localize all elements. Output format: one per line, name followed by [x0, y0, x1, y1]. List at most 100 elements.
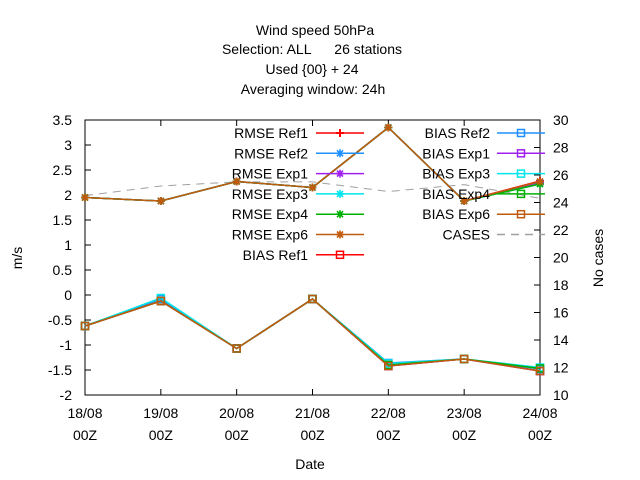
y2-tick-label: 28	[553, 140, 569, 156]
legend-label: RMSE Exp1	[232, 166, 308, 182]
legend-item-rmse-exp3: RMSE Exp3	[232, 186, 364, 202]
y-tick-label: -1	[60, 337, 73, 353]
data-point	[232, 177, 241, 186]
data-point	[156, 197, 165, 205]
x-tick-label-hour: 00Z	[452, 427, 477, 443]
y2-tick-label: 22	[553, 222, 569, 238]
y-tick-label: 0.5	[53, 262, 73, 278]
data-point	[460, 197, 469, 205]
y2-axis-label: No cases	[590, 229, 606, 287]
cases-series-layer	[84, 181, 541, 199]
series-cases	[84, 181, 541, 199]
legend-label: BIAS Ref2	[425, 125, 491, 141]
data-point	[80, 321, 90, 331]
legend-label: RMSE Ref2	[234, 145, 308, 161]
legend-marker	[336, 210, 344, 219]
series-line	[84, 298, 541, 372]
legend-marker	[336, 189, 344, 198]
legend: RMSE Ref1 RMSE Ref2 RMSE Exp1 RMSE Exp3 RMSE…	[232, 125, 545, 263]
legend-item-rmse-exp1: RMSE Exp1	[232, 166, 364, 182]
series-rmse-exp6	[81, 123, 544, 205]
x-axis-label: Date	[295, 456, 325, 472]
y2-tick-label: 30	[553, 112, 569, 128]
series-bias-exp1	[80, 294, 545, 376]
legend-item-rmse-ref1: RMSE Ref1	[234, 125, 364, 141]
series-line	[84, 298, 541, 370]
y2-tick-label: 16	[553, 305, 569, 321]
legend-item-bias-ref1: BIAS Ref1	[243, 247, 364, 263]
x-tick-label-date: 24/08	[522, 405, 557, 421]
data-point	[81, 193, 89, 202]
y2-tick-label: 20	[553, 250, 569, 266]
legend-item-rmse-exp6: RMSE Exp6	[232, 227, 364, 243]
legend-label: CASES	[443, 227, 490, 243]
legend-marker	[516, 169, 526, 178]
data-point	[232, 344, 241, 353]
x-tick-label-date: 21/08	[295, 405, 330, 421]
x-tick-label-hour: 00Z	[225, 427, 250, 443]
series-bias-exp6	[80, 294, 545, 376]
legend-label: BIAS Exp3	[422, 166, 490, 182]
data-point	[308, 183, 317, 192]
y-tick-label: 2	[64, 187, 72, 203]
x-tick-label-date: 22/08	[371, 405, 406, 421]
x-tick-label-date: 19/08	[143, 405, 178, 421]
series-line	[84, 298, 541, 370]
legend-item-bias-exp6: BIAS Exp6	[422, 206, 545, 222]
legend-marker	[336, 129, 344, 137]
x-tick-label-hour: 00Z	[376, 427, 401, 443]
legend-marker	[335, 250, 345, 260]
y-tick-label: -0.5	[48, 312, 72, 328]
legend-marker	[516, 128, 526, 138]
legend-label: RMSE Exp3	[232, 186, 308, 202]
legend-marker	[336, 230, 344, 239]
data-point	[536, 177, 544, 186]
y2-tick-label: 14	[553, 332, 569, 348]
y-tick-label: -2	[60, 387, 73, 403]
y-tick-label: -1.5	[48, 362, 72, 378]
title-line-1: Wind speed 50hPa	[256, 22, 375, 38]
x-tick-label-date: 18/08	[67, 405, 102, 421]
legend-marker	[516, 149, 526, 158]
y2-tick-label: 24	[553, 195, 569, 211]
x-tick-label-hour: 00Z	[300, 427, 325, 443]
legend-item-bias-exp3: BIAS Exp3	[422, 166, 545, 182]
y-axis-label: m/s	[9, 247, 25, 270]
legend-label: RMSE Exp6	[232, 227, 308, 243]
data-point	[459, 354, 469, 364]
data-point	[156, 296, 166, 306]
y-tick-label: 1.5	[53, 212, 73, 228]
x-tick-label-date: 23/08	[447, 405, 482, 421]
legend-label: BIAS Exp6	[422, 206, 490, 222]
legend-item-rmse-ref2: RMSE Ref2	[234, 145, 364, 161]
legend-marker	[516, 209, 526, 219]
data-point	[384, 361, 393, 371]
legend-item-bias-ref2: BIAS Ref2	[425, 125, 545, 141]
legend-item-rmse-exp4: RMSE Exp4	[232, 206, 364, 222]
y2-tick-label: 26	[553, 167, 569, 183]
x-tick-label-date: 20/08	[219, 405, 254, 421]
legend-marker	[516, 189, 526, 199]
legend-item-cases: CASES	[443, 227, 545, 243]
legend-label: RMSE Exp4	[232, 206, 308, 222]
x-tick-label-hour: 00Z	[149, 427, 174, 443]
legend-item-bias-exp4: BIAS Exp4	[422, 186, 545, 202]
chart-title: Wind speed 50hPa Selection: ALL 26 stati…	[222, 22, 402, 97]
legend-label: RMSE Ref1	[234, 125, 308, 141]
data-point	[308, 294, 317, 304]
y-tick-label: 2.5	[53, 162, 73, 178]
y-tick-label: 0	[64, 287, 72, 303]
legend-label: BIAS Exp1	[422, 145, 490, 161]
legend-marker	[336, 149, 344, 158]
x-tick-label-hour: 00Z	[528, 427, 553, 443]
y-tick-label: 3.5	[53, 112, 73, 128]
y2-tick-label: 18	[553, 277, 569, 293]
data-point	[384, 123, 393, 132]
title-line-3: Used {00} + 24	[265, 61, 358, 77]
x-tick-label-hour: 00Z	[73, 427, 98, 443]
axes: -2 -1.5 -1 -0.5 0 0.5 1 1.5 2 2.5 3 3.5 10 12 14 16 18 20…	[48, 112, 569, 443]
y2-tick-label: 12	[553, 360, 569, 376]
series-line	[84, 181, 541, 199]
legend-marker	[336, 169, 344, 178]
